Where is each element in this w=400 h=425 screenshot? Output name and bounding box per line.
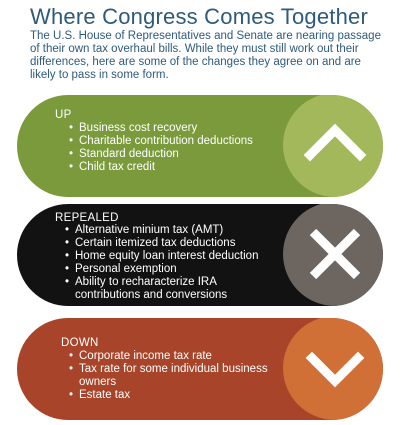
- list-item: Charitable contribution deductions: [69, 135, 287, 148]
- list-item: Ability to recharacterize IRA contributi…: [65, 276, 283, 302]
- section-label: UP: [55, 109, 72, 121]
- section-up: UP Business cost recovery Charitable con…: [17, 95, 383, 197]
- section-repealed: REPEALED Alternative minium tax (AMT) Ce…: [17, 204, 383, 306]
- section-label: REPEALED: [55, 212, 119, 224]
- list-item: Home equity loan interest deduction: [65, 250, 283, 263]
- intro-text: The U.S. House of Representatives and Se…: [30, 30, 381, 81]
- chevron-up-icon: [283, 95, 383, 197]
- item-list: Corporate income tax rate Tax rate for s…: [69, 350, 287, 402]
- x-icon: [283, 204, 383, 306]
- list-item: Standard deduction: [69, 148, 287, 161]
- list-item: Personal exemption: [65, 263, 283, 276]
- list-item: Estate tax: [69, 389, 287, 402]
- list-item: Child tax credit: [69, 161, 287, 174]
- item-list: Business cost recovery Charitable contri…: [69, 122, 287, 174]
- list-item: Tax rate for some individual business ow…: [69, 363, 287, 389]
- section-down: DOWN Corporate income tax rate Tax rate …: [17, 318, 383, 420]
- list-item: Business cost recovery: [69, 122, 287, 135]
- list-item: Certain itemized tax deductions: [65, 237, 283, 250]
- list-item: Corporate income tax rate: [69, 350, 287, 363]
- page-title: Where Congress Comes Together: [30, 4, 368, 29]
- section-label: DOWN: [61, 337, 99, 349]
- chevron-down-icon: [283, 318, 383, 420]
- item-list: Alternative minium tax (AMT) Certain ite…: [65, 224, 283, 302]
- list-item: Alternative minium tax (AMT): [65, 224, 283, 237]
